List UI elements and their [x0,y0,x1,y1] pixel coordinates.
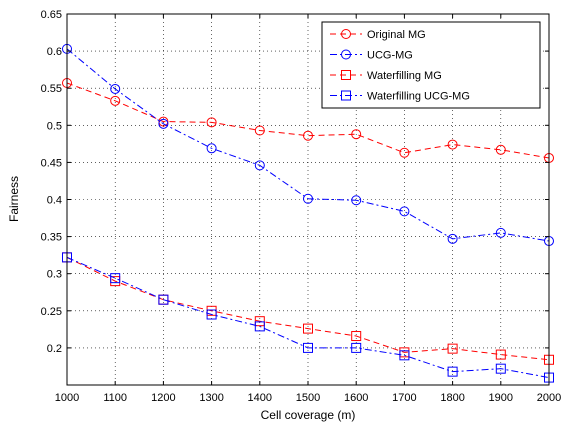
y-tick-label: 0.55 [41,83,62,95]
data-point [495,144,506,155]
y-tick-label: 0.5 [47,120,62,132]
data-point [303,193,313,204]
y-tick-label: 0.35 [41,232,62,244]
data-point [351,331,362,342]
legend-marker [341,49,351,60]
legend-marker [341,29,351,39]
x-tick-label: 2000 [537,392,561,404]
data-point [206,143,217,154]
x-tick-label: 1200 [151,392,175,404]
data-point [254,316,265,327]
tick-marks [66,13,550,385]
legend-label: UCG-MG [367,50,413,62]
x-tick-label: 1000 [55,392,79,404]
y-tick-label: 0.2 [47,343,62,355]
data-point [254,160,265,171]
data-point [351,195,362,206]
x-tick-label: 1500 [296,392,320,404]
y-axis-label: Fairness [7,176,21,222]
legend-entry: Waterfilling UCG-MG [330,90,470,103]
data-point [110,83,121,94]
data-point [351,342,362,353]
tick-labels: 1000 1100 1200 1300 1400 1500 1600 1700 1800 1900… [41,9,561,404]
data-point [447,343,458,354]
legend-marker [341,70,351,80]
data-point [158,118,169,129]
data-point [495,363,506,374]
x-tick-label: 1700 [392,392,416,404]
legend-box [321,21,541,109]
series-line [66,256,550,361]
data-point [399,350,410,361]
x-tick-label: 1400 [248,392,272,404]
x-tick-label: 1300 [199,392,223,404]
data-point [206,117,217,128]
series-line [66,48,550,242]
data-point [254,125,265,136]
y-tick-label: 0.45 [41,157,62,169]
data-point [495,227,506,238]
data-point [158,294,169,305]
y-tick-label: 0.65 [41,9,62,21]
data-point [254,321,265,332]
x-axis-label: Cell coverage (m) [261,408,356,422]
legend-entry: UCG-MG [330,49,413,62]
data-point [399,206,410,217]
y-tick-label: 0.6 [47,46,62,58]
x-tick-label: 1100 [103,392,127,404]
data-point [495,349,506,360]
legend-label: Waterfilling UCG-MG [367,91,470,103]
data-point [447,233,458,244]
data-point [351,129,362,140]
x-tick-label: 1600 [344,392,368,404]
x-tick-label: 1900 [489,392,513,404]
y-tick-label: 0.4 [47,195,62,207]
data-point [303,130,313,141]
y-tick-label: 0.25 [41,306,62,318]
data-point [447,139,458,150]
legend-label: Waterfilling MG [367,70,442,82]
data-point [158,116,169,127]
data-point [399,147,410,158]
data-point [110,273,121,284]
legend-label: Original MG [367,29,426,41]
series-line [66,82,550,159]
legend-entry: Waterfilling MG [330,70,442,82]
data-point [303,323,313,334]
data-point [206,309,217,320]
legend: Original MG UCG-MG Waterfilling MG Waterfil… [321,21,541,109]
data-point [110,95,121,106]
y-tick-label: 0.3 [47,269,62,281]
legend-marker [341,90,351,101]
series-line [66,256,550,379]
x-tick-label: 1800 [440,392,464,404]
grid-lines [67,14,549,385]
data-point [447,366,458,377]
legend-entry: Original MG [330,29,426,41]
data-point [303,342,313,353]
